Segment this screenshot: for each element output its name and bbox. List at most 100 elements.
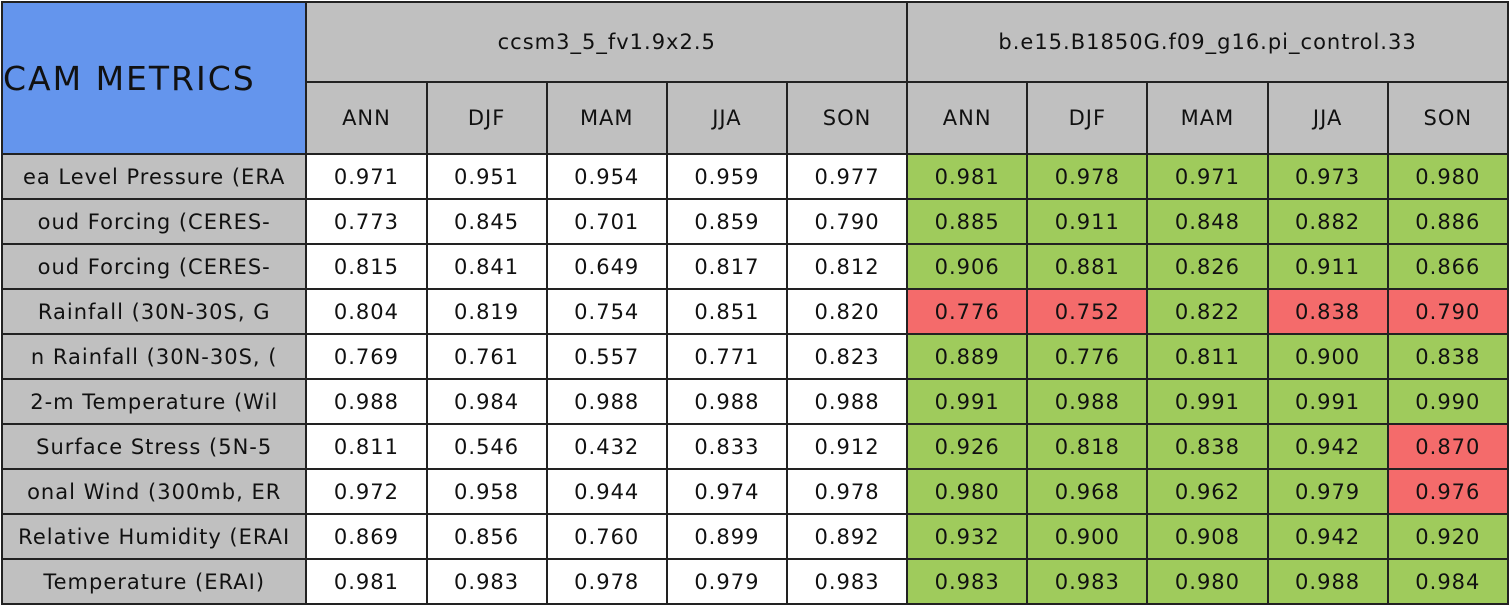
metric-cell: 0.811 <box>305 423 428 470</box>
metric-cell: 0.882 <box>1266 198 1389 245</box>
metric-cell: 0.906 <box>906 243 1029 290</box>
metric-cell: 0.761 <box>425 333 548 380</box>
metric-cell: 0.557 <box>545 333 668 380</box>
table-row: onal Wind (300mb, ER 0.972 0.958 0.944 0.974… <box>0 468 1510 515</box>
row-label: n Rainfall (30N-30S, ( <box>0 333 308 380</box>
metric-cell: 0.773 <box>305 198 428 245</box>
metric-cell: 0.790 <box>785 198 909 245</box>
metric-cell: 0.962 <box>1146 468 1269 515</box>
metric-cell: 0.841 <box>425 243 548 290</box>
metric-cell: 0.942 <box>1266 423 1389 470</box>
metric-cell: 0.649 <box>545 243 668 290</box>
metric-cell: 0.838 <box>1386 333 1510 380</box>
metric-cell: 0.752 <box>1026 288 1149 335</box>
metric-cell: 0.976 <box>1386 468 1510 515</box>
metric-cell: 0.818 <box>1026 423 1149 470</box>
metric-cell: 0.881 <box>1026 243 1149 290</box>
metric-cell: 0.988 <box>545 378 668 425</box>
metric-cell: 0.885 <box>906 198 1029 245</box>
metric-cell: 0.984 <box>425 378 548 425</box>
row-label: oud Forcing (CERES- <box>0 243 308 290</box>
row-label: 2-m Temperature (Wil <box>0 378 308 425</box>
metric-cell: 0.776 <box>906 288 1029 335</box>
metric-cell: 0.980 <box>1146 558 1269 605</box>
season-header: DJF <box>1026 81 1149 155</box>
metric-cell: 0.899 <box>665 513 788 560</box>
metric-cell: 0.981 <box>906 153 1029 200</box>
metric-cell: 0.912 <box>785 423 909 470</box>
metric-cell: 0.980 <box>906 468 1029 515</box>
row-label: oud Forcing (CERES- <box>0 198 308 245</box>
row-label: Relative Humidity (ERAI <box>0 513 308 560</box>
metric-cell: 0.991 <box>906 378 1029 425</box>
table-row: Surface Stress (5N-5 0.811 0.546 0.432 0.833… <box>0 423 1510 470</box>
metric-cell: 0.983 <box>785 558 909 605</box>
metric-cell: 0.812 <box>785 243 909 290</box>
row-label: Temperature (ERAI) <box>0 558 308 605</box>
metric-cell: 0.932 <box>906 513 1029 560</box>
metric-cell: 0.984 <box>1386 558 1510 605</box>
metric-cell: 0.954 <box>545 153 668 200</box>
group-header: ccsm3_5_fv1.9x2.5 <box>305 1 909 83</box>
metric-cell: 0.926 <box>906 423 1029 470</box>
metric-cell: 0.990 <box>1386 378 1510 425</box>
metric-cell: 0.815 <box>305 243 428 290</box>
metric-cell: 0.886 <box>1386 198 1510 245</box>
metric-cell: 0.988 <box>1266 558 1389 605</box>
metric-cell: 0.754 <box>545 288 668 335</box>
header-row: CAM METRICS ccsm3_5_fv1.9x2.5 b.e15.B1850… <box>0 1 1509 155</box>
metric-cell: 0.771 <box>665 333 788 380</box>
season-header: ANN <box>906 81 1029 155</box>
metric-cell: 0.988 <box>785 378 909 425</box>
metric-cell: 0.820 <box>785 288 909 335</box>
metric-cell: 0.701 <box>545 198 668 245</box>
season-header: MAM <box>545 81 668 155</box>
season-header: JJA <box>665 81 788 155</box>
metric-cell: 0.991 <box>1146 378 1269 425</box>
metric-cell: 0.804 <box>305 288 428 335</box>
metric-cell: 0.973 <box>1266 153 1389 200</box>
season-header: JJA <box>1266 81 1389 155</box>
metric-cell: 0.972 <box>305 468 428 515</box>
metric-cell: 0.981 <box>305 558 428 605</box>
table-row: n Rainfall (30N-30S, (0.769 0.761 0.557 0.7… <box>0 333 1510 380</box>
metric-cell: 0.817 <box>665 243 788 290</box>
season-header: SON <box>1386 81 1510 155</box>
season-header: MAM <box>1146 81 1269 155</box>
metric-cell: 0.848 <box>1146 198 1269 245</box>
metric-cell: 0.979 <box>665 558 788 605</box>
table-body: ea Level Pressure (ERA 0.971 0.951 0.954 0.9… <box>0 153 1510 605</box>
metric-cell: 0.978 <box>1026 153 1149 200</box>
metric-cell: 0.819 <box>425 288 548 335</box>
metric-cell: 0.978 <box>545 558 668 605</box>
metric-cell: 0.838 <box>1266 288 1389 335</box>
metric-cell: 0.790 <box>1386 288 1510 335</box>
header-row: ANN DJF MAM JJA SON ANN DJF MAM JJA SON <box>2 81 1510 155</box>
metric-cell: 0.851 <box>665 288 788 335</box>
metric-cell: 0.866 <box>1386 243 1510 290</box>
metric-cell: 0.870 <box>1386 423 1510 470</box>
metric-cell: 0.432 <box>545 423 668 470</box>
metric-cell: 0.974 <box>665 468 788 515</box>
table-row: ea Level Pressure (ERA 0.971 0.951 0.954 0.9… <box>0 153 1510 200</box>
metric-cell: 0.892 <box>785 513 909 560</box>
metric-cell: 0.908 <box>1146 513 1269 560</box>
metric-cell: 0.900 <box>1266 333 1389 380</box>
metric-cell: 0.971 <box>1146 153 1269 200</box>
metric-cell: 0.911 <box>1026 198 1149 245</box>
season-header: ANN <box>305 81 428 155</box>
metric-cell: 0.983 <box>906 558 1029 605</box>
metric-cell: 0.988 <box>305 378 428 425</box>
metric-cell: 0.833 <box>665 423 788 470</box>
metric-cell: 0.546 <box>425 423 548 470</box>
metric-cell: 0.944 <box>545 468 668 515</box>
row-label: Rainfall (30N-30S, G <box>0 288 308 335</box>
metric-cell: 0.838 <box>1146 423 1269 470</box>
metric-cell: 0.889 <box>906 333 1029 380</box>
row-label: Surface Stress (5N-5 <box>0 423 308 470</box>
table-row: 2-m Temperature (Wil 0.988 0.984 0.988 0.988… <box>0 378 1510 425</box>
metric-cell: 0.811 <box>1146 333 1269 380</box>
metric-cell: 0.988 <box>1026 378 1149 425</box>
